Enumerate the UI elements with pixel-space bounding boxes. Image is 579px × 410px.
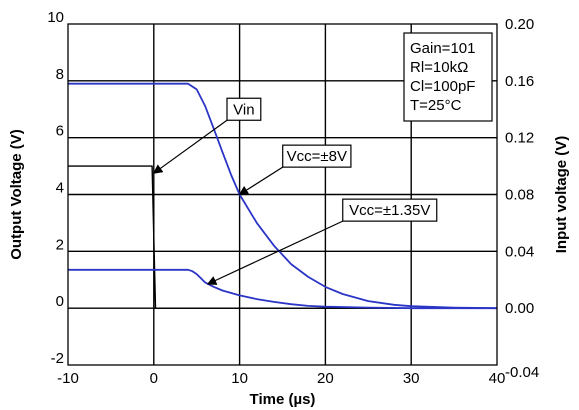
y-tick-label: -2 bbox=[51, 350, 64, 367]
series-layer bbox=[68, 82, 498, 310]
x-tick-label: 40 bbox=[489, 370, 506, 387]
tick-labels: -10 0 10 20 30 40 -2 0 2 4 6 8 10 -0.04 0.00 0.04 0.08 0.… bbox=[47, 9, 539, 387]
y2-tick-label: -0.04 bbox=[505, 364, 539, 381]
annotation-label: Vcc=±1.35V bbox=[349, 202, 430, 219]
x-tick-label: -10 bbox=[57, 370, 79, 387]
y-tick-label: 0 bbox=[56, 293, 64, 310]
series-line-vin bbox=[68, 165, 497, 309]
y-tick-label: 6 bbox=[56, 123, 64, 140]
y-tick-label: 4 bbox=[56, 180, 64, 197]
conditions-line: Rl=10kΩ bbox=[410, 59, 468, 76]
y-tick-label: 10 bbox=[47, 9, 64, 26]
annotation-arrow bbox=[206, 220, 344, 285]
x-tick-label: 30 bbox=[403, 370, 420, 387]
series-line-vcc-8v bbox=[68, 82, 498, 310]
conditions-box: Gain=101 Rl=10kΩ Cl=100pF T=25°C bbox=[403, 32, 493, 122]
annotation-box bbox=[282, 144, 352, 168]
y2-tick-label: 0.20 bbox=[505, 16, 534, 33]
y2-axis-label: Input voltage (V) bbox=[553, 136, 570, 254]
x-tick-label: 20 bbox=[317, 370, 334, 387]
y2-tick-label: 0.08 bbox=[505, 187, 534, 204]
y2-tick-label: 0.12 bbox=[505, 130, 534, 147]
x-tick-label: 10 bbox=[231, 370, 248, 387]
y2-tick-label: 0.00 bbox=[505, 300, 534, 317]
conditions-line: Gain=101 bbox=[410, 40, 475, 57]
annotation-label: Vin bbox=[233, 101, 254, 118]
conditions-line: Cl=100pF bbox=[410, 78, 475, 95]
plot-frame bbox=[67, 23, 498, 366]
x-tick-label: 0 bbox=[150, 370, 158, 387]
annotation-label: Vcc=±8V bbox=[287, 148, 347, 165]
y2-tick-label: 0.16 bbox=[505, 73, 534, 90]
annotations-layer: Vin Vcc=±8V Vcc=±1.35V bbox=[152, 97, 438, 285]
y-tick-label: 8 bbox=[56, 66, 64, 83]
y-tick-label: 2 bbox=[56, 236, 64, 253]
annotation-arrow bbox=[238, 166, 284, 196]
x-axis-label: Time (µs) bbox=[250, 391, 316, 408]
series-line-vcc-1-35v bbox=[68, 268, 497, 310]
y2-tick-label: 0.04 bbox=[505, 243, 534, 260]
annotation-box bbox=[226, 97, 262, 121]
conditions-line: T=25°C bbox=[410, 97, 462, 114]
annotation-box bbox=[342, 198, 438, 222]
annotation-arrow bbox=[152, 119, 228, 174]
conditions-box-frame bbox=[403, 32, 493, 122]
y-axis-label: Output Voltage (V) bbox=[8, 129, 25, 260]
